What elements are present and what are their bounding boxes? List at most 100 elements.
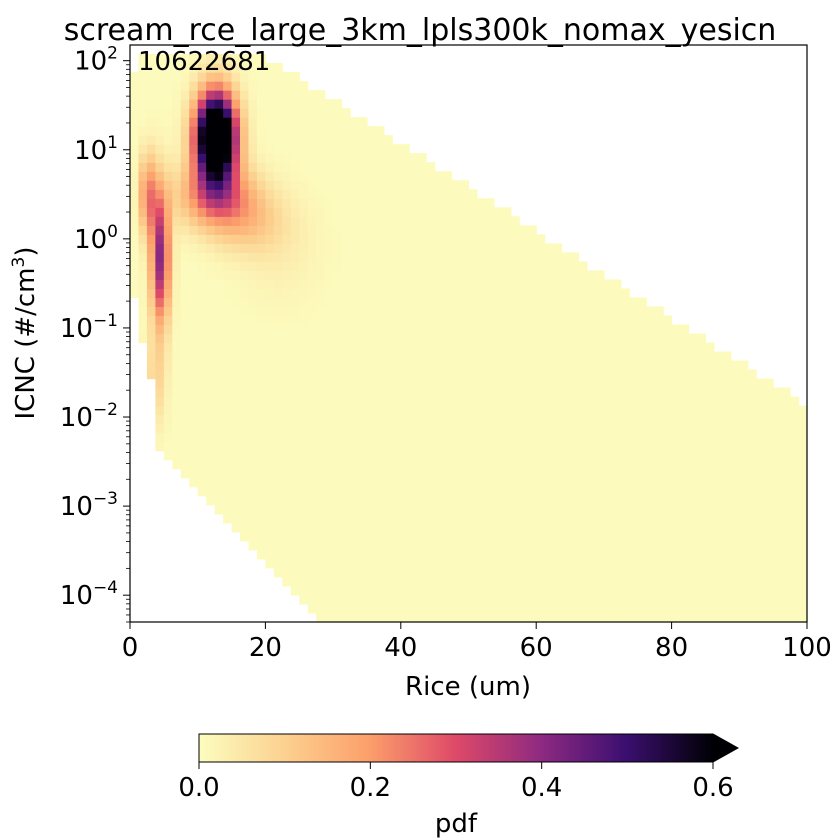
heatmap-cell — [375, 549, 385, 560]
heatmap-cell — [299, 162, 309, 172]
heatmap-cell — [366, 414, 377, 425]
heatmap-cell — [350, 171, 360, 181]
heatmap-cell — [214, 423, 224, 434]
heatmap-cell — [400, 279, 410, 290]
heatmap-cell — [570, 585, 580, 596]
heatmap-cell — [595, 594, 605, 605]
heatmap-cell — [578, 297, 588, 308]
heatmap-cell — [172, 234, 182, 244]
heatmap-cell — [544, 342, 554, 353]
heatmap-cell — [620, 432, 630, 443]
heatmap-cell — [586, 432, 597, 443]
heatmap-cell — [451, 288, 461, 299]
heatmap-cell — [620, 486, 630, 497]
heatmap-cell — [747, 477, 757, 488]
heatmap-cell — [570, 594, 580, 605]
heatmap-cell — [536, 459, 546, 470]
heatmap-cell — [172, 126, 182, 136]
heatmap-cell — [400, 207, 410, 217]
heatmap-cell — [561, 261, 571, 271]
heatmap-cell — [476, 603, 487, 614]
heatmap-cell — [248, 63, 258, 73]
heatmap-cell — [282, 252, 292, 262]
heatmap-cell — [468, 414, 478, 425]
heatmap-cell — [646, 567, 656, 578]
heatmap-cell — [443, 225, 453, 235]
heatmap-cell — [510, 288, 520, 299]
heatmap-cell — [341, 522, 351, 533]
heatmap-cell — [290, 252, 300, 262]
heatmap-cell — [290, 297, 300, 308]
heatmap-cell — [358, 423, 368, 434]
heatmap-cell — [713, 423, 723, 434]
heatmap-cell — [248, 234, 258, 244]
heatmap-cell — [417, 297, 427, 308]
heatmap-cell — [307, 423, 317, 434]
heatmap-cell — [256, 306, 266, 317]
heatmap-cell — [519, 342, 529, 353]
heatmap-cell — [290, 279, 300, 290]
heatmap-cell — [256, 198, 266, 208]
heatmap-cell — [739, 576, 749, 587]
heatmap-cell — [223, 396, 233, 407]
heatmap-cell — [468, 324, 478, 335]
heatmap-cell — [561, 504, 571, 515]
heatmap-cell — [510, 369, 520, 380]
heatmap-cell — [434, 333, 444, 344]
heatmap-cell — [172, 459, 182, 470]
heatmap-cell — [180, 288, 190, 299]
heatmap-cell — [273, 558, 283, 569]
heatmap-cell — [510, 567, 520, 578]
heatmap-cell — [290, 486, 300, 497]
heatmap-cell — [273, 567, 283, 578]
heatmap-cell — [256, 117, 266, 127]
heatmap-cell — [265, 360, 275, 371]
heatmap-cell — [189, 153, 199, 163]
heatmap-cell — [248, 243, 258, 253]
heatmap-cell — [383, 360, 393, 371]
heatmap-cell — [324, 522, 334, 533]
heatmap-cell — [358, 297, 368, 308]
heatmap-cell — [189, 387, 199, 398]
heatmap-cell — [722, 432, 732, 443]
heatmap-cell — [409, 414, 419, 425]
heatmap-cell — [146, 171, 156, 181]
heatmap-cell — [476, 216, 487, 226]
heatmap-cell — [747, 558, 757, 569]
heatmap-cell — [790, 486, 800, 497]
heatmap-cell — [485, 297, 495, 308]
heatmap-cell — [612, 468, 622, 479]
heatmap-cell — [392, 333, 402, 344]
heatmap-cell — [163, 423, 173, 434]
heatmap-cell — [417, 279, 427, 290]
heatmap-cell — [189, 297, 199, 308]
heatmap-cell — [256, 477, 266, 488]
heatmap-cell — [561, 486, 571, 497]
heatmap-cell — [646, 558, 656, 569]
heatmap-cell — [553, 603, 563, 614]
heatmap-cell — [223, 306, 233, 317]
heatmap-cell — [527, 297, 537, 308]
heatmap-cell — [392, 180, 402, 190]
heatmap-cell — [350, 351, 360, 362]
heatmap-cell — [341, 423, 351, 434]
heatmap-cell — [485, 324, 495, 335]
heatmap-cell — [705, 351, 715, 362]
heatmap-cell — [358, 531, 368, 542]
heatmap-cell — [417, 351, 427, 362]
heatmap-cell — [502, 396, 512, 407]
heatmap-cell — [341, 198, 351, 208]
heatmap-cell — [468, 261, 478, 271]
heatmap-cell — [680, 351, 690, 362]
heatmap-cell — [256, 378, 266, 389]
heatmap-cell — [417, 342, 427, 353]
heatmap-cell — [214, 432, 224, 443]
heatmap-cell — [256, 144, 266, 154]
heatmap-cell — [493, 450, 503, 461]
heatmap-cell — [282, 513, 292, 524]
heatmap-cell — [586, 549, 597, 560]
heatmap-cell — [155, 189, 165, 199]
heatmap-cell — [366, 477, 377, 488]
heatmap-cell — [536, 252, 546, 262]
heatmap-cell — [510, 306, 520, 317]
